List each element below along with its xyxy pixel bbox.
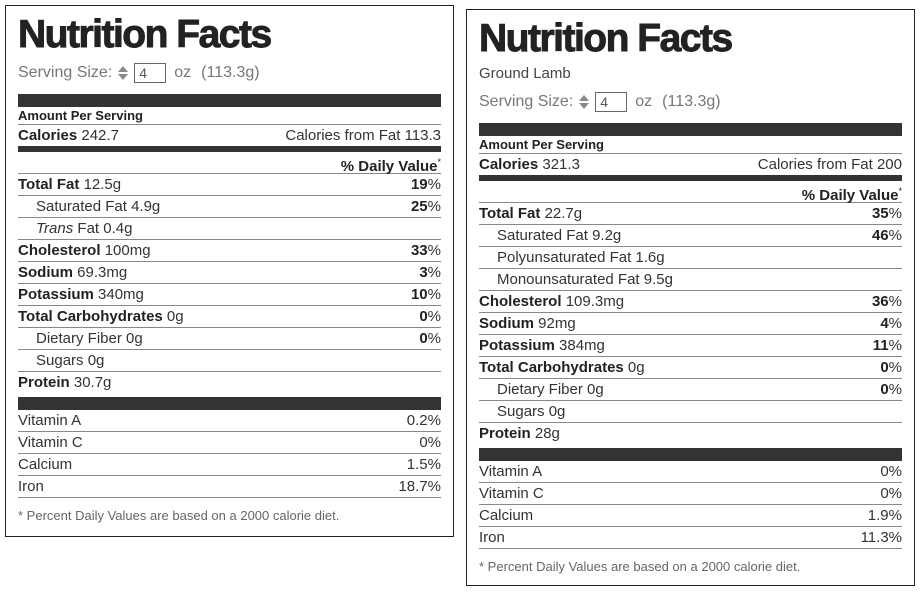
divider-medium [479,175,902,181]
nutrient-row-protein: Protein 30.7g [18,374,112,391]
nutrient-row-saturated-fat: Saturated Fat 9.2g 46% [479,225,902,247]
nutrition-label-right: Nutrition Facts Ground Lamb Serving Size… [466,9,915,586]
stepper-down-icon[interactable] [579,103,590,109]
stepper-up-icon[interactable] [579,95,590,101]
divider-thick [479,448,902,461]
serving-size-label: Serving Size: [479,93,574,110]
serving-stepper[interactable] [579,95,590,109]
calories-from-fat: Calories from Fat 113.3 [285,127,441,144]
calories-value: 321.3 [542,156,580,173]
serving-size-input[interactable] [134,63,167,83]
calories-label: Calories [18,127,78,144]
nutrition-label-left: Nutrition Facts Serving Size: oz (113.3g… [5,5,454,537]
vitamin-row-c: Vitamin C 0% [18,432,441,454]
food-name: Ground Lamb [479,65,571,82]
footnote: * Percent Daily Values are based on a 20… [18,508,340,523]
nutrient-row-sodium: Sodium 92mg 4% [479,313,902,335]
serving-size-row: Serving Size: oz (113.3g) [479,89,902,115]
nutrient-row-sodium: Sodium 69.3mg 3% [18,262,441,284]
amount-per-serving: Amount Per Serving [18,108,441,125]
divider-thick [479,123,902,136]
nutrient-row-trans-fat: Trans Fat 0.4g [18,218,441,240]
calories-value: 242.7 [81,127,119,144]
mineral-row-calcium: Calcium 1.5% [18,454,441,476]
serving-grams: (113.3g) [201,64,260,81]
stepper-up-icon[interactable] [118,66,129,72]
vitamins-section: Vitamin A 0% Vitamin C 0% Calcium 1.9% Iron… [479,461,902,549]
serving-size-row: Serving Size: oz (113.3g) [18,60,441,86]
calories-from-fat: Calories from Fat 200 [757,156,902,173]
calories-label: Calories [479,156,539,173]
nutrient-row-sugars: Sugars 0g [479,401,902,423]
nutrient-row-monounsaturated-fat: Monounsaturated Fat 9.5g [479,269,902,291]
divider-medium [18,146,441,152]
daily-value-header: % Daily Value* [479,181,902,204]
mineral-row-calcium: Calcium 1.9% [479,505,902,527]
nutrient-row-dietary-fiber: Dietary Fiber 0g 0% [479,379,902,401]
vitamin-row-c: Vitamin C 0% [479,483,902,505]
nutrient-row-total-carbohydrates: Total Carbohydrates 0g 0% [479,357,902,379]
vitamin-row-a: Vitamin A 0.2% [18,410,441,432]
nutrient-row-protein: Protein 28g [479,425,560,442]
serving-size-label: Serving Size: [18,64,113,81]
serving-size-input[interactable] [595,92,628,112]
calories-row: Calories 242.7 Calories from Fat 113.3 [18,125,441,146]
nutrient-row-cholesterol: Cholesterol 109.3mg 36% [479,291,902,313]
nutrient-row-total-fat: Total Fat 12.5g 19% [18,174,441,196]
mineral-row-iron: Iron 11.3% [479,527,902,549]
serving-unit: oz [635,93,653,110]
divider-thick [18,94,441,107]
label-title: Nutrition Facts [18,13,273,57]
vitamins-section: Vitamin A 0.2% Vitamin C 0% Calcium 1.5% Ir… [18,410,441,498]
stepper-down-icon[interactable] [118,74,129,80]
nutrient-row-total-carbohydrates: Total Carbohydrates 0g 0% [18,306,441,328]
nutrient-row-potassium: Potassium 340mg 10% [18,284,441,306]
nutrient-row-saturated-fat: Saturated Fat 4.9g 25% [18,196,441,218]
amount-per-serving: Amount Per Serving [479,137,902,154]
serving-stepper[interactable] [118,66,129,80]
vitamin-row-a: Vitamin A 0% [479,461,902,483]
divider-thick [18,397,441,410]
nutrient-row-cholesterol: Cholesterol 100mg 33% [18,240,441,262]
nutrient-row-dietary-fiber: Dietary Fiber 0g 0% [18,328,441,350]
nutrient-row-potassium: Potassium 384mg 11% [479,335,902,357]
footnote: * Percent Daily Values are based on a 20… [479,559,801,574]
daily-value-header: % Daily Value* [18,152,441,175]
nutrient-row-total-fat: Total Fat 22.7g 35% [479,203,902,225]
calories-row: Calories 321.3 Calories from Fat 200 [479,154,902,175]
label-title: Nutrition Facts [479,17,734,61]
nutrient-row-sugars: Sugars 0g [18,350,441,372]
serving-unit: oz [174,64,192,81]
mineral-row-iron: Iron 18.7% [18,476,441,498]
nutrient-row-polyunsaturated-fat: Polyunsaturated Fat 1.6g [479,247,902,269]
serving-grams: (113.3g) [662,93,721,110]
